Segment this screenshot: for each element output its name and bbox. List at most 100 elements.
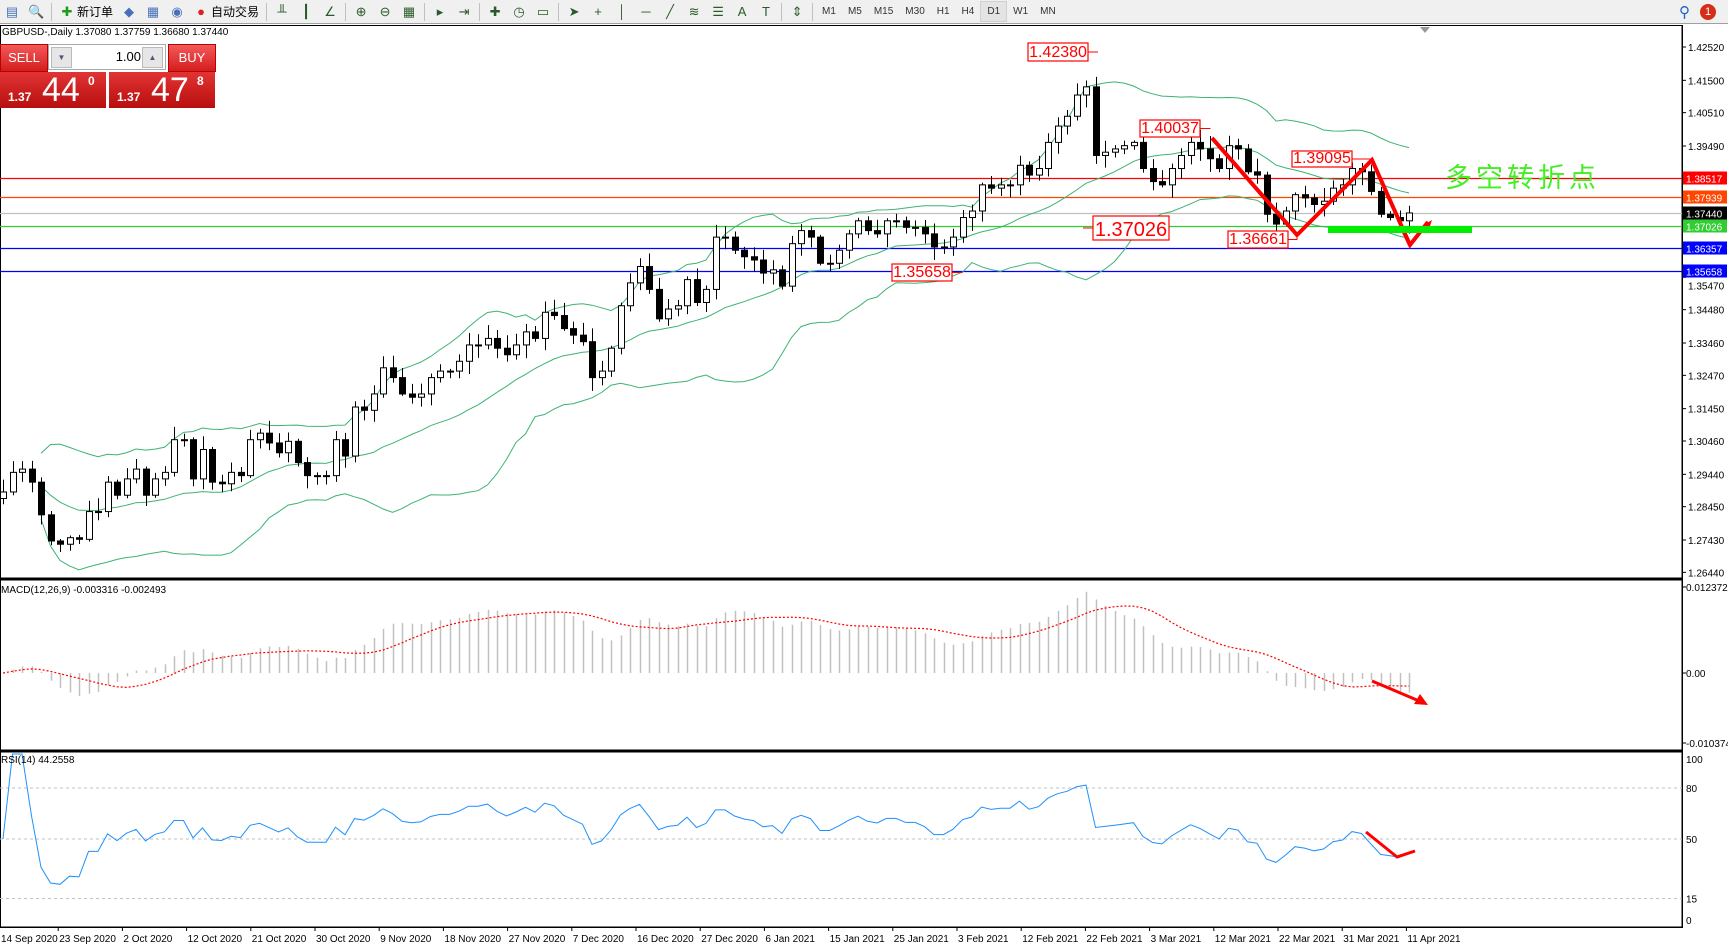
- price-axis-label: 1.31450: [1688, 405, 1725, 416]
- candle: [893, 213, 900, 228]
- zoom-in-button[interactable]: ⊕: [349, 1, 373, 22]
- timeframe-m1[interactable]: M1: [822, 6, 836, 17]
- bear-candle-body: [656, 288, 663, 320]
- lot-decrease-button[interactable]: ▼: [51, 47, 72, 68]
- lot-increase-button[interactable]: ▲: [142, 47, 163, 68]
- timeframe-m15[interactable]: M15: [873, 6, 894, 17]
- timeframe-h1[interactable]: H1: [936, 6, 950, 17]
- candle: [941, 239, 948, 254]
- arrows-button[interactable]: ⇕: [785, 1, 809, 22]
- price-annotation-1.40037: 1.40037: [1139, 119, 1211, 138]
- vertical-line-button[interactable]: │: [610, 1, 634, 22]
- candle: [599, 360, 606, 386]
- zigzag-arrow: [1210, 136, 1412, 246]
- autoscroll-button[interactable]: ▸: [428, 1, 452, 22]
- notification-badge[interactable]: 1: [1700, 3, 1716, 20]
- cursor-button[interactable]: ➤: [562, 1, 586, 22]
- bear-candle-body: [219, 481, 226, 485]
- annotation-box: [1092, 215, 1170, 241]
- horizontal-line-button[interactable]: ─: [634, 1, 658, 22]
- annotation-label: 1.42380: [1029, 44, 1087, 61]
- auto-trading-icon: ●: [197, 3, 205, 19]
- bear-candle-body: [874, 230, 881, 235]
- bear-candle-body: [38, 481, 45, 516]
- annotation-label: 1.35658: [893, 264, 951, 281]
- toolbar-button-6[interactable]: ● 自动交易: [189, 1, 263, 22]
- sell-price[interactable]: 1.37 44 0: [0, 72, 106, 108]
- timeframe-m5[interactable]: M5: [847, 6, 862, 17]
- timeframe-h4[interactable]: H4: [961, 6, 975, 17]
- metaeditor-button[interactable]: ◆: [117, 1, 141, 22]
- bull-candle-body: [314, 475, 321, 478]
- bear-candle-body: [1302, 194, 1309, 199]
- fibonacci-button[interactable]: ≋: [682, 1, 706, 22]
- timeframe-w1[interactable]: W1: [1013, 6, 1029, 17]
- trendline-button[interactable]: ╱: [658, 1, 682, 22]
- buy-price-pips: 47: [151, 72, 189, 108]
- navigator-button[interactable]: ▦: [141, 1, 165, 22]
- chart-shift-button[interactable]: ⇥: [452, 1, 476, 22]
- buy-button[interactable]: BUY: [168, 44, 216, 72]
- bear-candle-body: [646, 266, 653, 290]
- bull-candle-body: [1007, 184, 1014, 187]
- candle: [1292, 192, 1299, 220]
- lot-size-stepper[interactable]: ▼ 1.00 ▲: [48, 44, 166, 70]
- signals-icon: ◉: [171, 3, 183, 19]
- tile-windows-button[interactable]: ▦: [397, 1, 421, 22]
- timeframe-mn[interactable]: MN: [1040, 6, 1056, 17]
- bear-candle-body: [1093, 86, 1100, 156]
- candle: [276, 433, 283, 458]
- channel-button[interactable]: ☰: [706, 1, 730, 22]
- candle: [1093, 76, 1100, 164]
- indicators-button[interactable]: ✚: [483, 1, 507, 22]
- text-button[interactable]: A: [730, 1, 754, 22]
- zoom-out-button[interactable]: ⊖: [373, 1, 397, 22]
- new-window-button[interactable]: ▤: [0, 1, 24, 22]
- text-label-button[interactable]: T: [754, 1, 778, 22]
- templates-button[interactable]: ▭: [531, 1, 555, 22]
- line-chart-button[interactable]: ∠: [318, 1, 342, 22]
- candle: [133, 459, 140, 484]
- timeframe-d1[interactable]: D1: [980, 1, 1008, 22]
- print-preview-button[interactable]: 🔍: [24, 1, 48, 22]
- timeframe-m30[interactable]: M30: [905, 6, 925, 17]
- bear-candle-body: [1387, 213, 1394, 219]
- signals-button[interactable]: ◉: [165, 1, 189, 22]
- date-axis-label: 3 Mar 2021: [1151, 934, 1202, 945]
- candlestick-button[interactable]: ┃: [294, 1, 318, 22]
- bull-candle-body: [86, 511, 93, 540]
- periods-button[interactable]: ◷: [507, 1, 531, 22]
- bear-candle-body: [390, 367, 397, 379]
- candle: [1378, 187, 1385, 218]
- bull-candle-body: [513, 344, 520, 356]
- crosshair-button[interactable]: +: [586, 1, 610, 22]
- bull-candle-body: [1083, 86, 1090, 96]
- toolbar-button-2[interactable]: ✚ 新订单: [55, 1, 117, 22]
- bull-candle-body: [475, 344, 482, 347]
- bollinger-lower: [40, 195, 1410, 571]
- search-icon[interactable]: ⚲: [1679, 3, 1690, 21]
- candle: [865, 216, 872, 235]
- candle: [38, 477, 45, 525]
- bar-chart-button[interactable]: ╨: [270, 1, 294, 22]
- sell-button[interactable]: SELL: [0, 44, 48, 72]
- bull-candle-body: [247, 439, 254, 477]
- candle: [67, 535, 74, 551]
- candle: [817, 234, 824, 266]
- annotation-connector: [1200, 128, 1211, 129]
- lot-size-input[interactable]: 1.00: [115, 49, 141, 64]
- candle: [304, 457, 311, 489]
- candle: [922, 219, 929, 244]
- candle: [1131, 140, 1138, 150]
- date-axis-label: 27 Dec 2020: [701, 934, 758, 945]
- zoom-in-icon: ⊕: [355, 3, 367, 19]
- bull-candle-body: [1074, 94, 1081, 117]
- bear-candle-body: [1235, 145, 1242, 150]
- price-axis-label: 1.42520: [1688, 43, 1725, 54]
- candle: [874, 219, 881, 238]
- buy-price[interactable]: 1.37 47 8: [109, 72, 215, 108]
- bollinger-upper: [40, 81, 1410, 458]
- bull-candle-body: [228, 471, 235, 485]
- bull-candle-body: [1102, 151, 1109, 156]
